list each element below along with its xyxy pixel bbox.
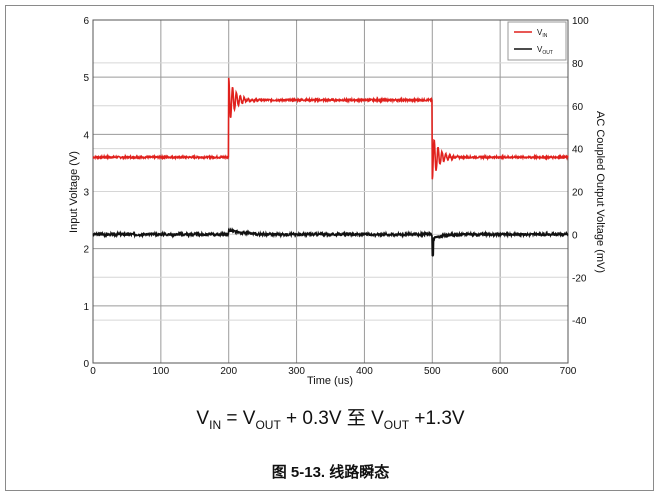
y-left-tick-1: 1: [83, 302, 89, 313]
legend: VIN VOUT: [507, 21, 567, 61]
y-right-tick-100: 100: [572, 16, 589, 27]
y-right-tick-20: 20: [572, 188, 584, 199]
legend-box: [507, 21, 567, 61]
figure-caption: 图 5-13. 线路瞬态: [271, 464, 390, 481]
figure-frame: [5, 5, 654, 491]
y-right-axis-label: AC Coupled Output Voltage (mV): [594, 111, 606, 273]
cond-sub1: IN: [209, 417, 222, 432]
y-left-axis-label: Input Voltage (V): [68, 151, 80, 233]
y-right-tick-80: 80: [572, 59, 584, 70]
series-vout-line: [92, 227, 569, 257]
y-left-tick-5: 5: [83, 73, 89, 84]
cond-part3: + 0.3V 至 V: [280, 408, 384, 429]
x-tick-400: 400: [356, 366, 373, 377]
x-tick-0: 0: [90, 366, 96, 377]
series-vin-line: [92, 77, 569, 180]
plot-border: [92, 19, 569, 364]
y-left-tick-0: 0: [83, 359, 89, 370]
cond-part4: +1.3V: [409, 408, 465, 429]
cond-part1: V: [196, 408, 210, 429]
x-tick-700: 700: [560, 366, 577, 377]
y-right-tick-40: 40: [572, 145, 584, 156]
legend-vin-label: VIN: [537, 28, 548, 39]
cond-part2: = V: [221, 408, 256, 429]
x-tick-500: 500: [424, 366, 441, 377]
test-conditions: VIN = VOUT + 0.3V 至 VOUT +1.3V: [0, 403, 661, 432]
y-left-tick-labels: 0 1 2 3 4 5 6: [83, 16, 89, 370]
line-chart: 0 1 2 3 4 5 6 -40 -20 0 20 40 60 80 100 0 100 200 300 400…: [68, 16, 606, 387]
x-tick-200: 200: [220, 366, 237, 377]
y-right-tick-60: 60: [572, 102, 584, 113]
y-left-tick-6: 6: [83, 16, 89, 27]
grid-lines: [92, 19, 569, 364]
y-left-tick-4: 4: [83, 130, 89, 141]
y-right-tick-labels: -40 -20 0 20 40 60 80 100: [572, 16, 589, 327]
y-right-tick-0: 0: [572, 230, 578, 241]
x-axis-label: Time (us): [307, 375, 353, 387]
y-right-tick--40: -40: [572, 316, 587, 327]
cond-sub3: OUT: [383, 417, 410, 432]
cond-sub2: OUT: [255, 417, 281, 432]
x-tick-300: 300: [288, 366, 305, 377]
x-tick-labels: 0 100 200 300 400 500 600 700: [90, 366, 577, 377]
x-tick-600: 600: [492, 366, 509, 377]
x-tick-100: 100: [153, 366, 170, 377]
legend-vout-label: VOUT: [537, 45, 553, 56]
y-left-tick-3: 3: [83, 188, 89, 199]
y-left-tick-2: 2: [83, 245, 89, 256]
y-right-tick--20: -20: [572, 273, 587, 284]
